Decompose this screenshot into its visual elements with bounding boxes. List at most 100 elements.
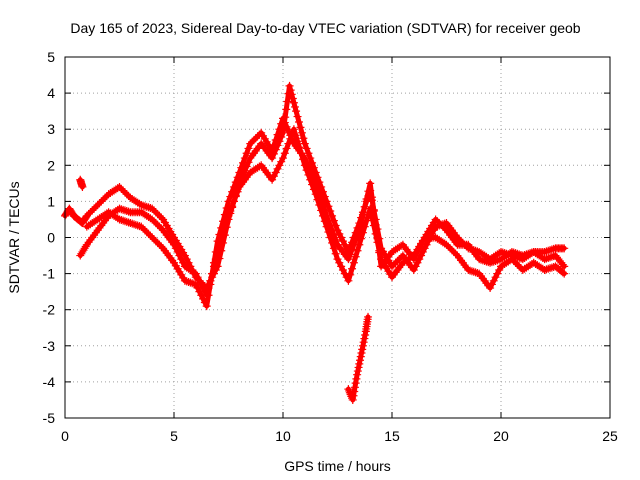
- data-point: [78, 182, 87, 191]
- data-point: [202, 302, 211, 311]
- data-point: [356, 356, 365, 365]
- y-axis-ticks: 5 4 3 2 1 0 -1 -2 -3 -4 -5: [43, 49, 610, 426]
- data-point: [120, 206, 129, 215]
- data-point: [352, 374, 361, 383]
- data-point: [359, 338, 368, 347]
- data-point: [353, 370, 362, 379]
- data-point: [333, 255, 342, 264]
- data-point: [338, 265, 347, 274]
- data-point: [119, 186, 128, 195]
- data-point: [280, 149, 289, 158]
- data-point: [135, 199, 144, 208]
- data-point: [389, 260, 398, 269]
- data-point: [509, 256, 518, 265]
- data-point: [371, 220, 380, 229]
- data-point: [273, 130, 282, 139]
- data-point: [148, 204, 157, 213]
- data-point: [211, 247, 220, 256]
- data-point: [309, 175, 318, 184]
- y-tick-label: -5: [43, 410, 56, 426]
- data-point: [522, 250, 531, 259]
- data-point: [157, 224, 166, 233]
- data-point: [255, 162, 264, 171]
- data-point: [495, 265, 504, 274]
- data-point: [170, 240, 178, 249]
- data-point: [475, 255, 484, 264]
- data-point: [444, 242, 453, 251]
- data-point: [150, 235, 159, 244]
- data-point: [289, 98, 298, 107]
- y-tick-label: 3: [47, 121, 55, 137]
- data-point: [282, 144, 291, 153]
- data-point: [275, 125, 284, 134]
- data-point: [84, 210, 93, 219]
- data-point: [349, 391, 358, 400]
- data-point: [140, 226, 149, 235]
- data-point: [126, 219, 135, 228]
- data-point: [489, 276, 498, 285]
- data-point: [356, 352, 365, 361]
- data-point: [213, 237, 222, 246]
- data-point: [513, 260, 522, 269]
- data-point: [90, 204, 99, 213]
- data-point: [235, 168, 244, 177]
- data-point: [82, 211, 91, 220]
- data-point: [117, 205, 126, 214]
- data-point: [144, 229, 153, 238]
- data-point: [304, 149, 313, 158]
- y-tick-label: 5: [47, 49, 55, 65]
- data-point: [516, 264, 525, 273]
- data-point: [540, 265, 549, 274]
- data-point: [122, 217, 131, 226]
- data-point: [113, 214, 122, 223]
- data-point: [437, 220, 446, 229]
- data-point: [142, 228, 151, 237]
- data-point: [542, 247, 551, 256]
- data-point: [139, 224, 148, 233]
- data-point: [133, 221, 142, 230]
- data-point: [331, 249, 340, 258]
- data-point: [130, 220, 139, 229]
- data-point: [188, 279, 197, 288]
- data-point: [446, 244, 455, 253]
- data-point: [335, 258, 344, 267]
- data-point: [177, 255, 186, 264]
- data-point: [237, 163, 246, 172]
- data-point: [540, 247, 549, 256]
- data-point: [148, 215, 157, 224]
- data-point: [294, 117, 303, 126]
- data-point: [131, 220, 140, 229]
- data-point: [199, 294, 208, 303]
- data-point: [358, 345, 367, 354]
- data-point: [279, 154, 287, 163]
- data-point: [467, 267, 476, 276]
- data-point: [289, 125, 298, 134]
- data-point: [342, 244, 351, 253]
- data-point: [344, 276, 353, 285]
- data-point: [433, 217, 442, 226]
- data-point: [348, 245, 357, 254]
- data-point: [248, 137, 257, 146]
- x-tick-label: 0: [61, 428, 69, 444]
- data-point: [313, 184, 322, 193]
- y-tick-label: -2: [43, 302, 56, 318]
- data-point: [546, 264, 555, 273]
- data-point: [229, 182, 238, 191]
- data-point: [447, 246, 456, 255]
- data-point: [273, 164, 282, 173]
- data-point: [193, 273, 202, 282]
- data-point: [220, 210, 229, 219]
- data-point: [493, 256, 502, 265]
- data-point: [348, 264, 357, 273]
- data-point: [478, 256, 487, 265]
- data-point: [283, 97, 292, 106]
- data-point: [297, 128, 306, 137]
- data-point: [547, 252, 556, 261]
- data-point: [150, 206, 159, 215]
- data-point: [451, 249, 460, 258]
- data-point: [357, 349, 366, 358]
- data-point: [215, 230, 224, 239]
- data-point: [350, 383, 359, 392]
- data-point: [542, 254, 551, 263]
- data-point: [302, 144, 311, 153]
